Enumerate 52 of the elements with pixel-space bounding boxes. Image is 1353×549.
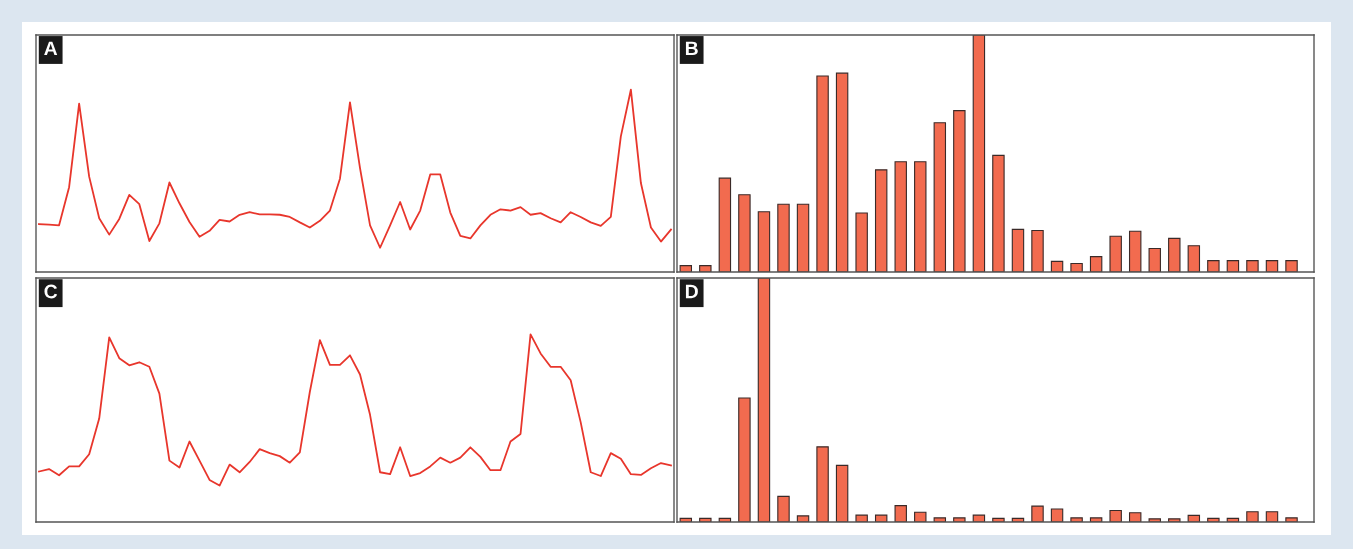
bar bbox=[1285, 517, 1298, 522]
bar bbox=[738, 194, 751, 272]
bar bbox=[718, 177, 732, 272]
bar bbox=[1246, 511, 1259, 522]
bar bbox=[1226, 260, 1240, 272]
bar bbox=[835, 72, 849, 272]
bar bbox=[1265, 511, 1279, 522]
bar bbox=[1109, 235, 1122, 272]
bar bbox=[1187, 245, 1201, 272]
bar bbox=[816, 446, 829, 522]
bar bbox=[1089, 256, 1103, 272]
bar bbox=[816, 75, 829, 272]
bar bbox=[992, 154, 1005, 272]
bar bbox=[1050, 508, 1064, 522]
chart-title: A bbox=[44, 41, 58, 56]
bar bbox=[757, 278, 771, 522]
bar bbox=[894, 161, 907, 272]
bar bbox=[835, 464, 849, 522]
bar bbox=[1168, 237, 1181, 272]
bar bbox=[1128, 230, 1142, 272]
bar bbox=[679, 265, 693, 272]
bar bbox=[953, 517, 966, 522]
bar bbox=[933, 517, 947, 522]
bar bbox=[1070, 517, 1083, 522]
bar bbox=[933, 122, 947, 272]
chart-title: D bbox=[685, 284, 698, 299]
bar bbox=[1128, 512, 1142, 522]
bar bbox=[1031, 229, 1044, 272]
bar bbox=[757, 211, 771, 272]
bar bbox=[699, 265, 712, 272]
bar bbox=[914, 161, 927, 272]
bar bbox=[777, 495, 790, 522]
bar bbox=[796, 203, 810, 272]
chart-title: B bbox=[685, 41, 698, 56]
chart-title: C bbox=[44, 284, 58, 299]
bar bbox=[1109, 509, 1122, 522]
bar bbox=[1031, 505, 1044, 522]
bar bbox=[1148, 247, 1161, 272]
bar bbox=[953, 110, 966, 272]
bar bbox=[777, 203, 790, 272]
bar bbox=[1246, 260, 1259, 272]
bar bbox=[874, 169, 888, 272]
bar bbox=[914, 511, 927, 522]
bar bbox=[1207, 260, 1220, 272]
bar bbox=[972, 35, 986, 272]
bar bbox=[1285, 260, 1298, 272]
bar bbox=[738, 397, 751, 522]
bar bbox=[1011, 228, 1025, 272]
bar bbox=[1265, 260, 1279, 272]
bar bbox=[855, 212, 868, 272]
bar bbox=[1070, 262, 1083, 272]
bar bbox=[894, 505, 907, 522]
